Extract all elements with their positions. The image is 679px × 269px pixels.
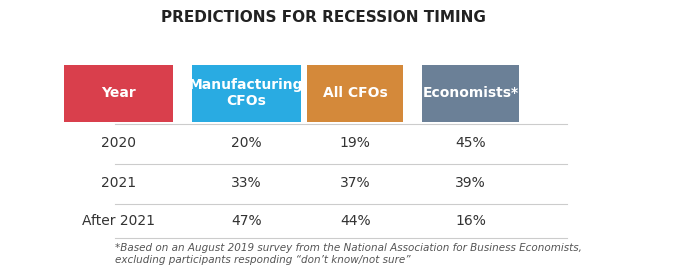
FancyBboxPatch shape xyxy=(64,65,172,122)
Text: PREDICTIONS FOR RECESSION TIMING: PREDICTIONS FOR RECESSION TIMING xyxy=(161,10,485,25)
Text: After 2021: After 2021 xyxy=(81,214,155,228)
Text: 2021: 2021 xyxy=(100,176,136,190)
Text: 39%: 39% xyxy=(455,176,486,190)
Text: All CFOs: All CFOs xyxy=(323,86,388,100)
Text: 33%: 33% xyxy=(231,176,261,190)
Text: 47%: 47% xyxy=(231,214,261,228)
FancyBboxPatch shape xyxy=(307,65,403,122)
FancyBboxPatch shape xyxy=(422,65,519,122)
Text: 2020: 2020 xyxy=(100,136,136,150)
FancyBboxPatch shape xyxy=(191,65,301,122)
Text: 19%: 19% xyxy=(340,136,371,150)
Text: 37%: 37% xyxy=(340,176,371,190)
Text: 20%: 20% xyxy=(231,136,261,150)
Text: Manufacturing
CFOs: Manufacturing CFOs xyxy=(189,78,304,108)
Text: Economists*: Economists* xyxy=(422,86,519,100)
Text: Year: Year xyxy=(100,86,136,100)
Text: 44%: 44% xyxy=(340,214,371,228)
Text: 45%: 45% xyxy=(455,136,485,150)
Text: 16%: 16% xyxy=(455,214,486,228)
Text: *Based on an August 2019 survey from the National Association for Business Econo: *Based on an August 2019 survey from the… xyxy=(115,243,582,265)
